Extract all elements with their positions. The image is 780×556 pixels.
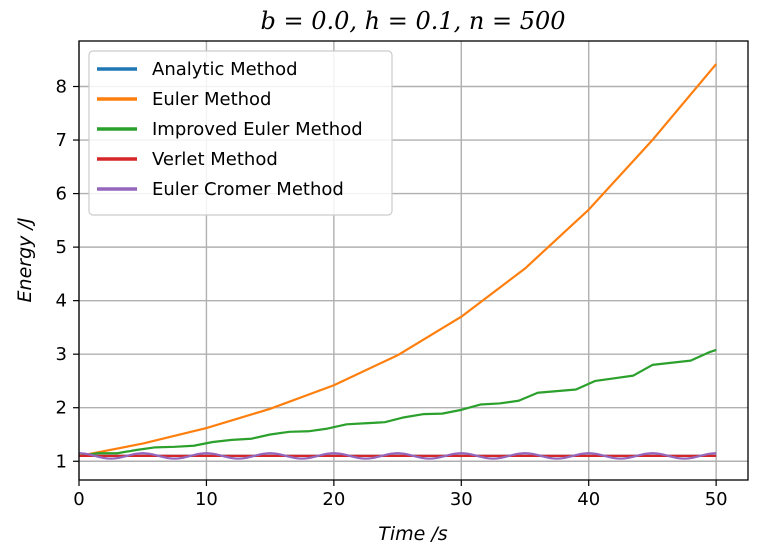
legend-label: Improved Euler Method [152, 119, 363, 140]
series-line-improved-euler-method [78, 348, 717, 457]
legend-label: Analytic Method [152, 59, 298, 80]
legend-box [88, 50, 393, 216]
series-lines [78, 63, 717, 460]
y-tick-label: 5 [56, 237, 67, 258]
x-axis-label: Time /s [378, 523, 448, 545]
series-line-euler-method [78, 63, 717, 457]
x-axis-ticks: 0 10 20 30 40 50 [73, 480, 728, 510]
y-axis-ticks: 1 2 3 4 5 6 7 8 [56, 77, 79, 472]
x-tick-label: 50 [705, 489, 728, 510]
x-tick-label: 20 [322, 489, 345, 510]
series-line-euler-cromer-method [78, 452, 717, 460]
y-tick-label: 8 [56, 77, 67, 98]
legend: Analytic Method Euler Method Improved Eule… [88, 50, 393, 216]
plot-frame [78, 40, 749, 481]
legend-label: Euler Method [152, 89, 272, 110]
y-tick-label: 6 [56, 184, 67, 205]
y-tick-label: 7 [56, 130, 67, 151]
x-tick-label: 40 [577, 489, 600, 510]
legend-label: Euler Cromer Method [152, 179, 344, 200]
y-tick-label: 2 [56, 398, 67, 419]
y-axis-label: Energy /J [14, 217, 36, 302]
x-tick-label: 0 [73, 489, 84, 510]
x-tick-label: 30 [450, 489, 473, 510]
legend-label: Verlet Method [152, 149, 278, 170]
y-tick-label: 4 [56, 291, 67, 312]
y-tick-label: 1 [56, 451, 67, 472]
y-tick-label: 3 [56, 344, 67, 365]
x-tick-label: 10 [195, 489, 218, 510]
chart-title: b = 0.0, h = 0.1, n = 500 [260, 7, 565, 35]
